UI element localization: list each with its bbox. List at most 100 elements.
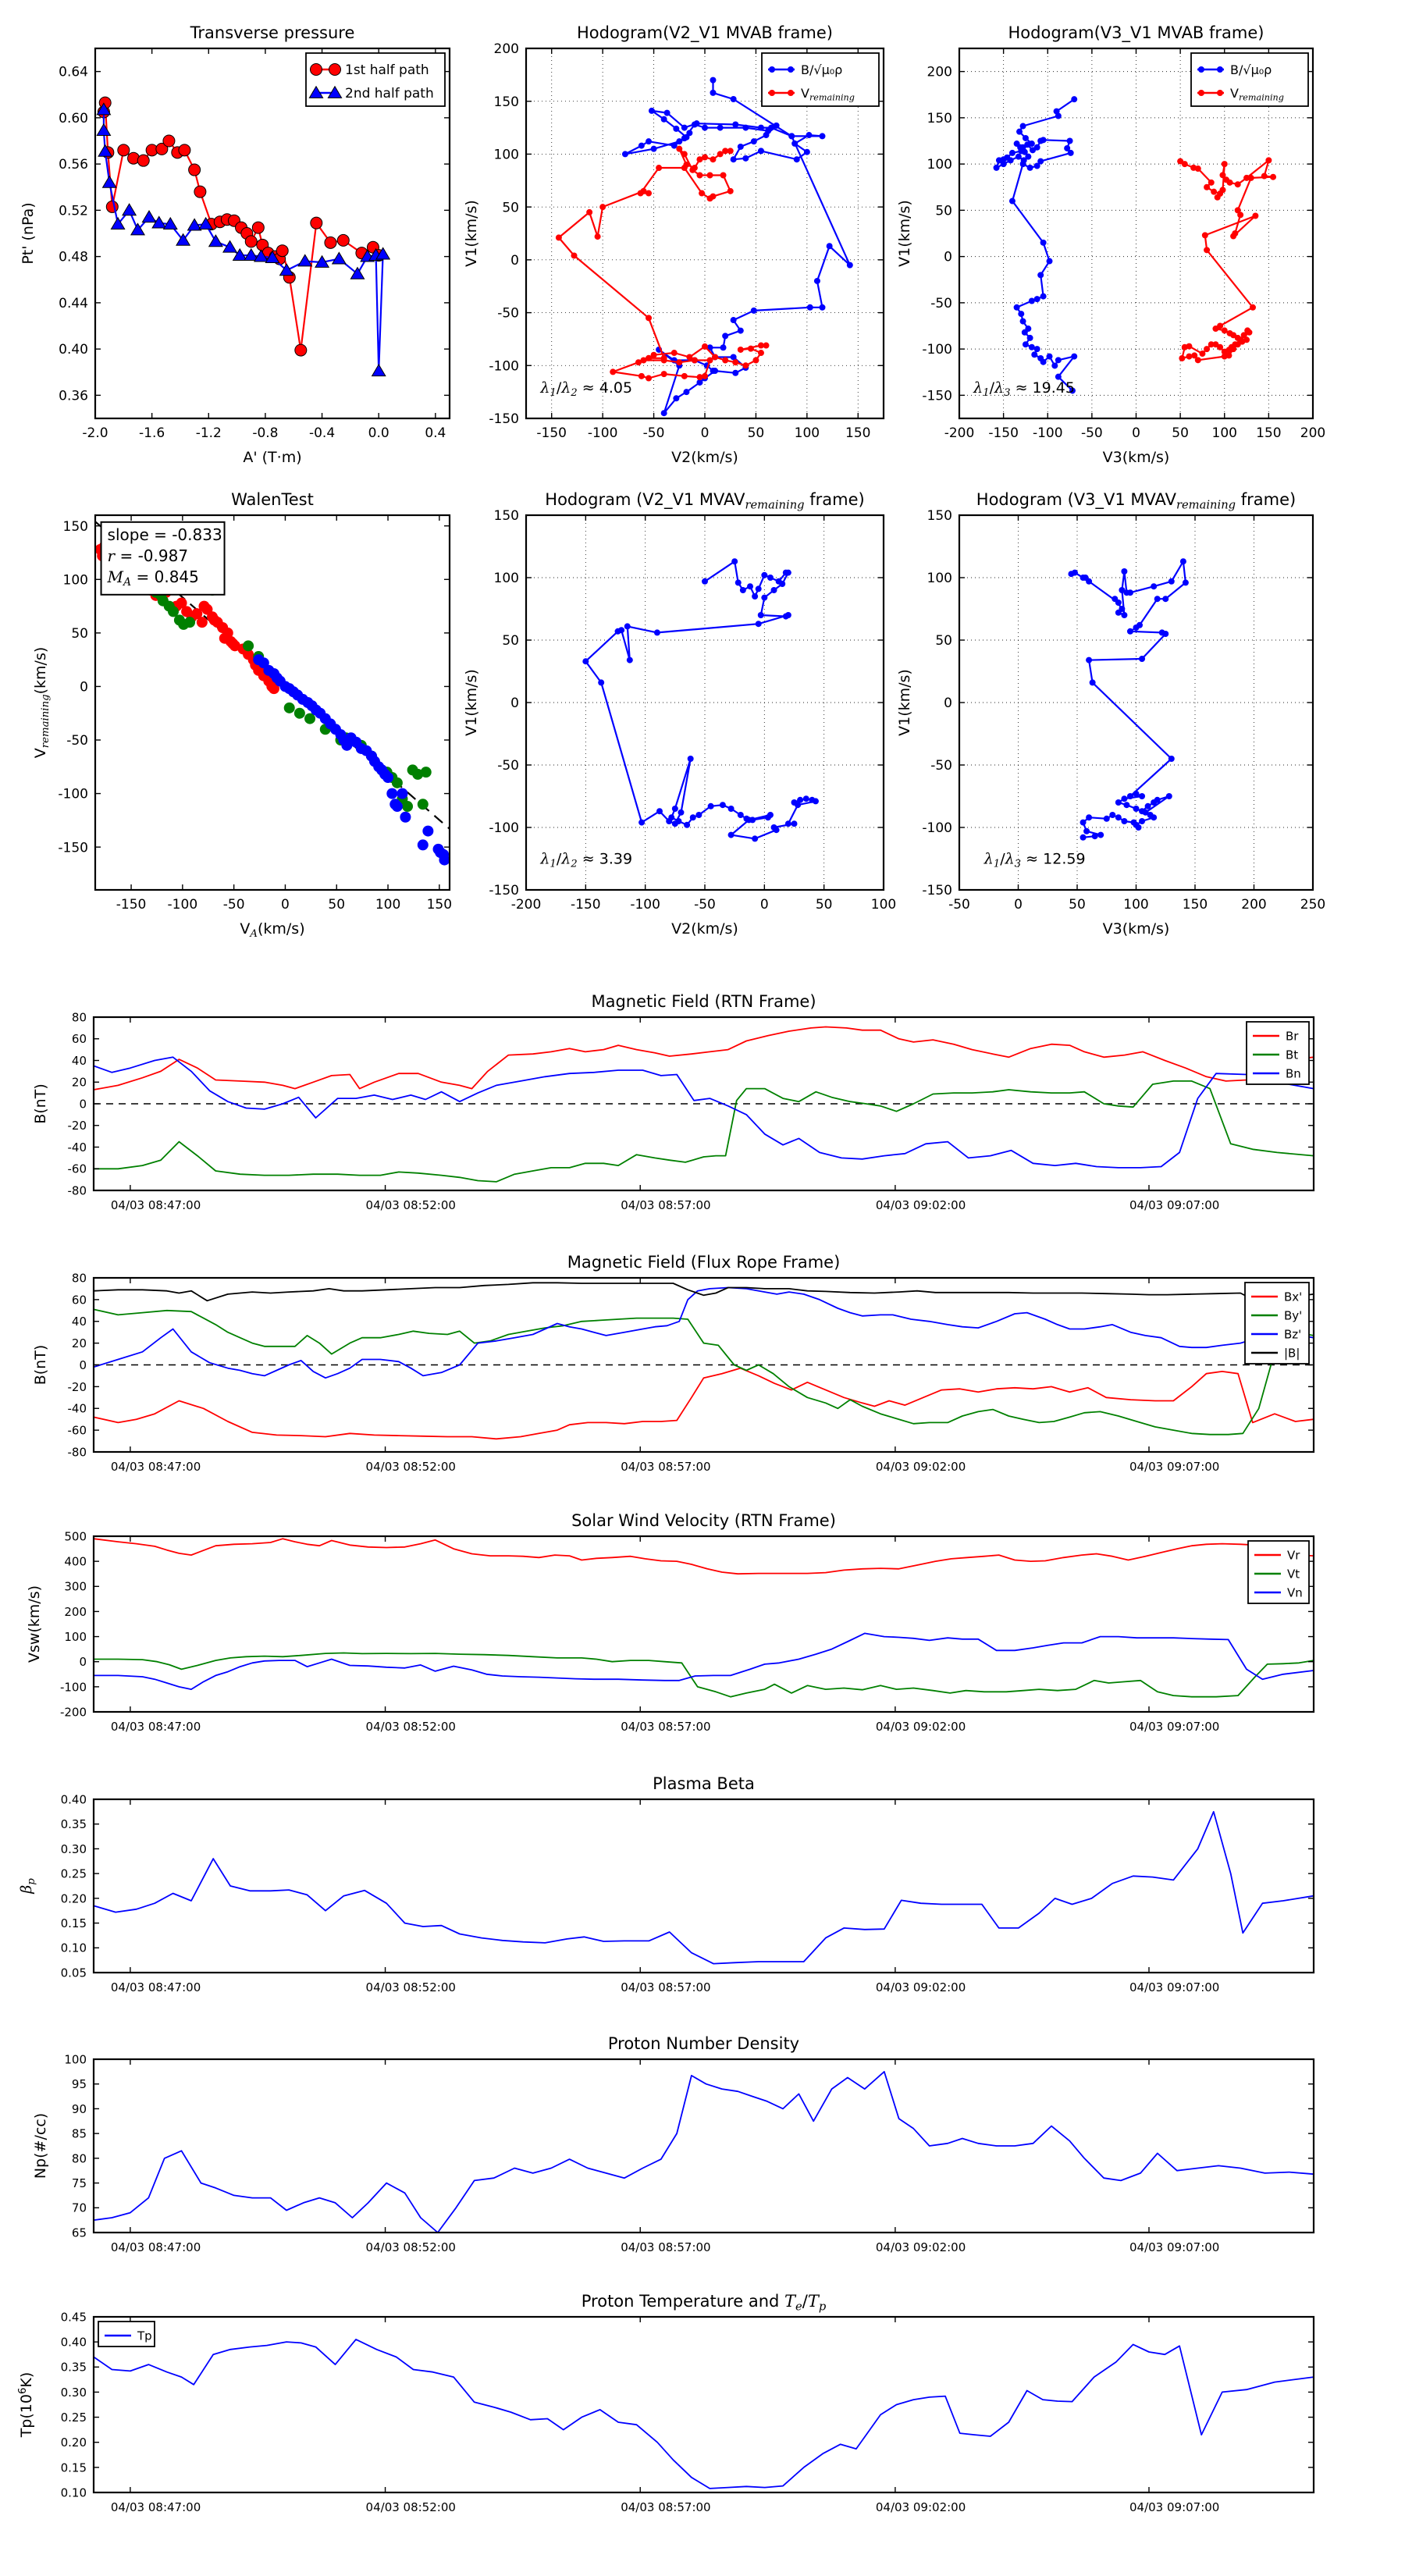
legend-proton-temperature: Tp — [98, 2321, 155, 2347]
x-tick-label: 04/03 09:07:00 — [1129, 1980, 1219, 1994]
y-tick-label: 50 — [502, 633, 519, 649]
y-tick-label: -60 — [68, 1424, 87, 1438]
series-V-remaining-hodogram — [1177, 157, 1277, 364]
y-tick-label: -40 — [68, 1402, 87, 1416]
series-Vn — [94, 1632, 1314, 1690]
legend-label: B/√μ₀ρ — [1230, 62, 1272, 77]
x-tick-label: -100 — [588, 425, 618, 441]
x-tick-label: 150 — [1256, 425, 1281, 441]
y-axis-label: Tp(106K) — [17, 2372, 35, 2439]
y-axis-label: βp — [18, 1878, 37, 1895]
x-tick-label: 0 — [701, 425, 710, 441]
x-tick-label: 100 — [375, 897, 400, 913]
y-tick-label: 150 — [927, 111, 952, 126]
panel-proton-number-density: 04/03 08:47:00 04/03 08:52:00 04/03 08:57:… — [32, 2034, 1315, 2254]
y-tick-label: 100 — [63, 572, 88, 588]
panel-title: Magnetic Field (RTN Frame) — [591, 992, 816, 1011]
y-tick-label: 40 — [72, 1315, 87, 1329]
y-tick-label: -20 — [68, 1119, 87, 1133]
x-tick-label: 04/03 08:57:00 — [621, 1460, 710, 1474]
y-tick-label: -20 — [68, 1380, 87, 1394]
axes-frame — [94, 514, 451, 891]
legend-label: Tp — [137, 2329, 152, 2343]
annotation: λ1/λ2 ≈ 3.39 — [539, 850, 632, 870]
y-tick-label: 0.25 — [61, 2411, 87, 2425]
x-tick-label: -200 — [944, 425, 975, 441]
legend-label: Vn — [1287, 1585, 1303, 1599]
x-tick-label: 150 — [1183, 897, 1208, 913]
y-tick-label: -100 — [58, 787, 88, 802]
y-tick-label: 0 — [79, 1655, 87, 1669]
annotation-line: slope = -0.833 — [108, 525, 222, 544]
y-tick-label: 70 — [72, 2201, 87, 2215]
y-tick-label: 95 — [72, 2077, 87, 2091]
x-tick-label: 100 — [795, 425, 820, 441]
legend-label: |B| — [1284, 1346, 1300, 1360]
series-Br — [93, 1026, 1314, 1091]
series-Bt — [94, 1080, 1314, 1183]
x-tick-label: 04/03 09:07:00 — [1129, 1460, 1219, 1474]
x-tick-label: 04/03 09:02:00 — [876, 2500, 966, 2514]
x-tick-label: 04/03 08:52:00 — [366, 1720, 456, 1734]
y-tick-label: 150 — [63, 519, 88, 535]
x-tick-label: -150 — [536, 425, 567, 441]
x-tick-label: 0.0 — [368, 425, 389, 441]
panel-title: Hodogram (V2_V1 MVAVremaining frame) — [545, 490, 864, 512]
panel-title: Hodogram(V2_V1 MVAB frame) — [577, 23, 833, 43]
y-tick-label: 60 — [72, 1293, 87, 1307]
y-tick-label: 0.48 — [59, 250, 88, 265]
legend-label: Bz' — [1284, 1327, 1301, 1341]
x-tick-label: -1.6 — [139, 425, 165, 441]
legend-solar-wind-velocity-rtn: Vr Vt Vn — [1247, 1540, 1310, 1604]
series-V-hodogram — [582, 558, 819, 842]
y-tick-label: 0.35 — [61, 1817, 87, 1831]
y-tick-label: 0.45 — [61, 2310, 87, 2324]
y-tick-label: 0 — [510, 253, 519, 269]
axes-frame — [92, 2058, 1315, 2234]
y-tick-label: 0.30 — [61, 2386, 87, 2400]
x-tick-label: 0.4 — [425, 425, 446, 441]
series-Vr — [93, 1538, 1314, 1575]
x-tick-label: 50 — [1069, 897, 1086, 913]
y-tick-label: 100 — [494, 148, 519, 163]
series-Vt — [94, 1652, 1314, 1698]
y-axis-label: V1(km/s) — [896, 669, 913, 736]
axes-frame — [92, 2315, 1315, 2494]
x-tick-label: 200 — [1241, 897, 1266, 913]
panel-title: Solar Wind Velocity (RTN Frame) — [571, 1511, 836, 1530]
legend-hodogram-v2v1-mvab: B/√μ₀ρ Vremaining — [761, 52, 880, 107]
y-axis-label: Vremaining(km/s) — [32, 647, 52, 759]
y-tick-label: 0.20 — [61, 2435, 87, 2450]
y-tick-label: -100 — [922, 342, 952, 358]
y-tick-label: 0.15 — [61, 2460, 87, 2475]
axes-frame — [94, 47, 451, 420]
legend-label: Bn — [1286, 1066, 1301, 1080]
x-axis-label: V2(km/s) — [671, 920, 738, 938]
legend-transverse-pressure: 1st half path 2nd half path — [305, 52, 446, 107]
y-tick-label: 0 — [944, 250, 952, 265]
y-tick-label: 300 — [64, 1580, 87, 1594]
y-tick-label: 200 — [927, 65, 952, 80]
x-tick-label: 200 — [1300, 425, 1325, 441]
panel-hodogram-v2v1-mvav: -200 -150 -100 -50 0 50 100-150-100-5005010015… — [463, 490, 896, 938]
annotation: λ1/λ2 ≈ 4.05 — [539, 379, 632, 399]
y-tick-label: 0.40 — [59, 342, 88, 358]
y-tick-label: 20 — [72, 1336, 87, 1350]
y-tick-label: -150 — [489, 883, 519, 898]
y-tick-label: -150 — [922, 883, 952, 898]
x-tick-label: 04/03 08:52:00 — [366, 1198, 456, 1212]
panel-magnetic-field-rtn: 04/03 08:47:00 04/03 08:52:00 04/03 08:57:… — [32, 992, 1315, 1212]
y-tick-label: -60 — [68, 1162, 87, 1176]
series-Bn — [93, 1056, 1314, 1169]
series-V-hodogram — [1068, 558, 1189, 841]
x-tick-label: -50 — [948, 897, 970, 913]
y-tick-label: -150 — [922, 388, 952, 404]
x-axis-label: A' (T·m) — [243, 449, 301, 466]
x-tick-label: -50 — [223, 897, 245, 913]
x-tick-label: 04/03 08:57:00 — [621, 1198, 710, 1212]
x-tick-label: 04/03 08:47:00 — [111, 1460, 201, 1474]
x-tick-label: 150 — [845, 425, 870, 441]
legend-label: By' — [1284, 1308, 1302, 1322]
panel-title: Plasma Beta — [653, 1774, 755, 1793]
